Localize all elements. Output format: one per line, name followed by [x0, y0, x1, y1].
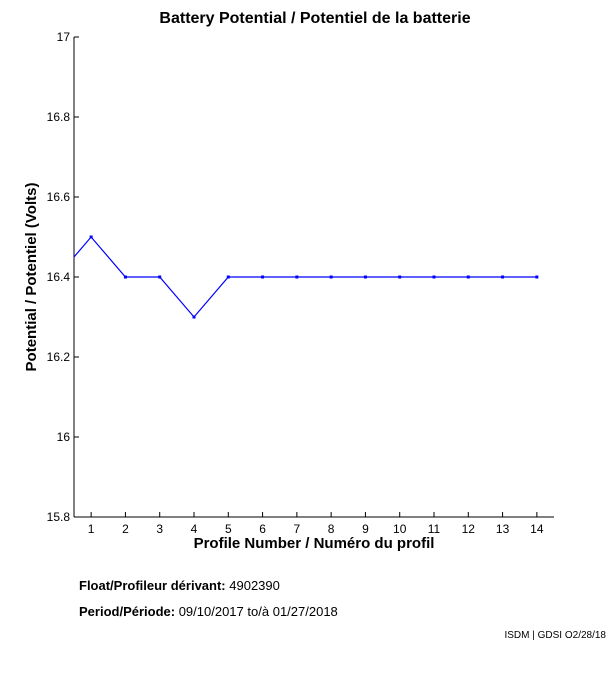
float-info: Float/Profileur dérivant: 4902390 [79, 578, 280, 593]
x-tick-label: 10 [393, 522, 407, 536]
data-point [295, 275, 299, 279]
x-tick-label: 6 [259, 522, 266, 536]
x-tick-label: 13 [496, 522, 510, 536]
x-axis-label: Profile Number / Numéro du profil [194, 535, 435, 552]
data-point [226, 275, 230, 279]
float-label: Float/Profileur dérivant: [79, 578, 226, 593]
data-point [501, 275, 505, 279]
y-tick-label: 16.2 [47, 350, 71, 364]
y-tick-label: 16.8 [47, 110, 71, 124]
x-tick-label: 7 [294, 522, 301, 536]
data-point [261, 275, 265, 279]
credit-text: ISDM | GDSI O2/28/18 [504, 630, 606, 641]
y-tick-label: 16.4 [47, 270, 71, 284]
y-tick-label: 17 [57, 30, 71, 44]
x-tick-label: 9 [362, 522, 369, 536]
float-value: 4902390 [229, 578, 280, 593]
data-point [466, 275, 470, 279]
data-point [432, 275, 436, 279]
x-tick-label: 3 [156, 522, 163, 536]
chart-title: Battery Potential / Potentiel de la batt… [159, 10, 470, 27]
data-point [89, 235, 93, 239]
data-point [192, 315, 196, 319]
y-axis-label: Potential / Potentiel (Volts) [23, 183, 40, 372]
data-point [398, 275, 402, 279]
period-start: 09/10/2017 [178, 604, 244, 619]
data-point [363, 275, 367, 279]
x-tick-label: 5 [225, 522, 232, 536]
y-tick-label: 15.8 [47, 510, 71, 524]
x-tick-label: 14 [530, 522, 544, 536]
y-tick-label: 16 [57, 430, 71, 444]
data-point [123, 275, 127, 279]
period-info: Period/Période: 09/10/2017 to/à 01/27/20… [79, 604, 338, 619]
x-ticks: 1 2 3 4 5 6 7 8 9 10 11 12 13 14 [88, 512, 544, 536]
period-end: 01/27/2018 [272, 604, 338, 619]
period-label: Period/Période: [79, 604, 176, 619]
y-ticks: 15.8 16 16.2 16.4 16.6 16.8 17 [47, 30, 79, 524]
x-tick-label: 4 [191, 522, 198, 536]
series-points [89, 235, 539, 319]
data-point [158, 275, 162, 279]
period-sep: to/à [247, 604, 270, 619]
x-tick-label: 8 [328, 522, 335, 536]
x-tick-label: 1 [88, 522, 95, 536]
data-point [329, 275, 333, 279]
x-tick-label: 11 [428, 522, 441, 536]
y-tick-label: 16.6 [47, 190, 71, 204]
data-point [535, 275, 539, 279]
x-tick-label: 12 [462, 522, 476, 536]
x-tick-label: 2 [122, 522, 129, 536]
